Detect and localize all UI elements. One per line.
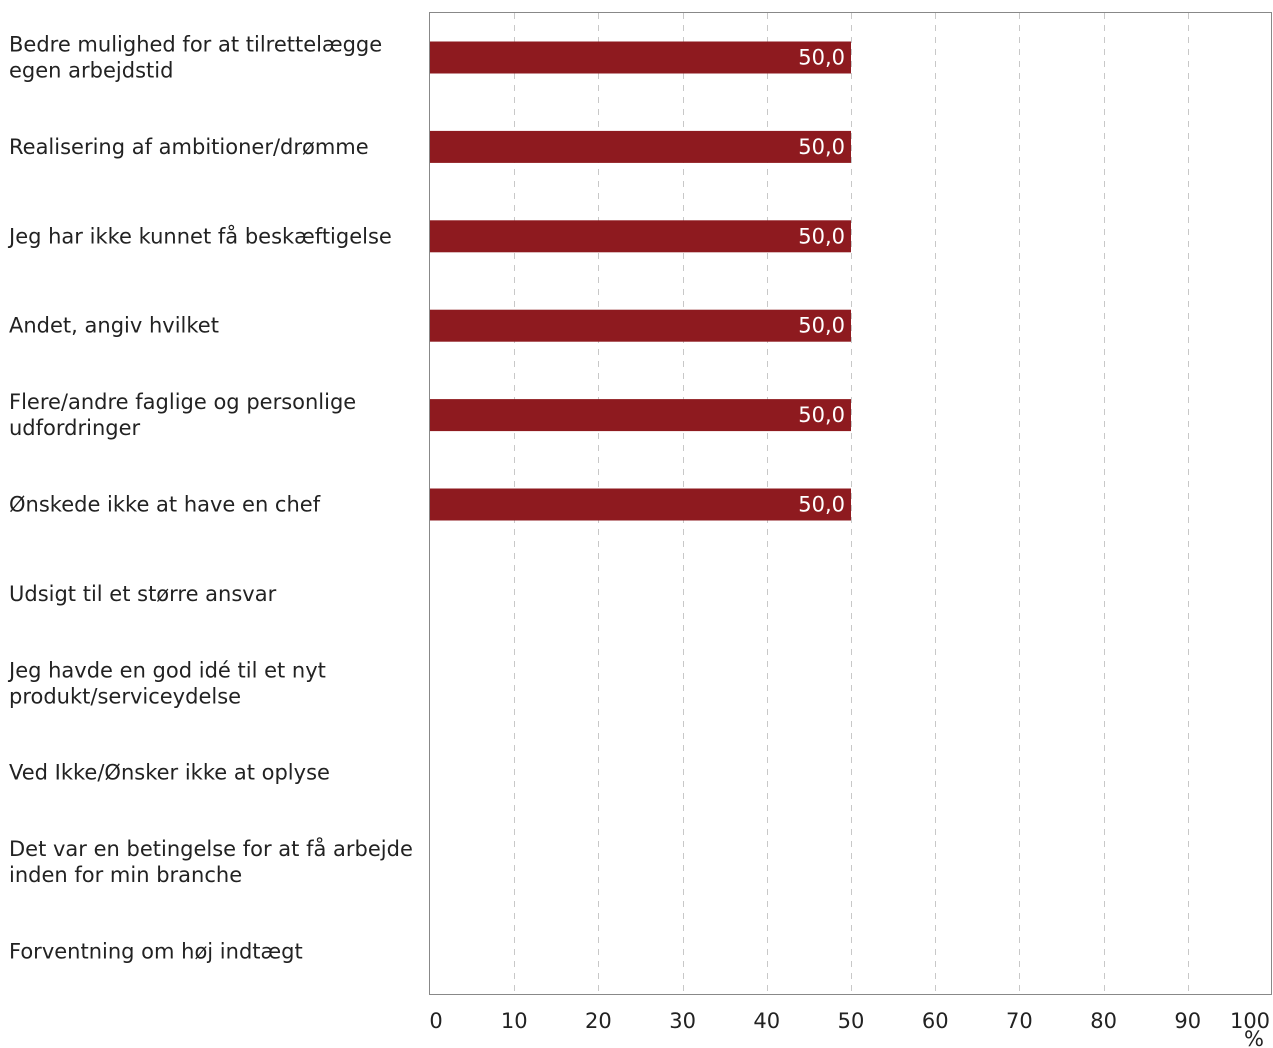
category-label-line: inden for min branche: [9, 863, 242, 887]
x-tick-label-40: 40: [753, 1009, 780, 1033]
category-label-line: Ved Ikke/Ønsker ikke at oplyse: [9, 761, 330, 785]
x-tick-label-50: 50: [838, 1009, 865, 1033]
x-tick-label-70: 70: [1006, 1009, 1033, 1033]
bar-3: [430, 220, 851, 253]
bar-5: [430, 399, 851, 432]
category-label-10: Det var en betingelse for at få arbejde i…: [9, 836, 413, 887]
data-label-3: 50,0: [798, 224, 845, 248]
category-label-line: Det var en betingelse for at få arbejde: [9, 836, 413, 861]
category-label-line: Flere/andre faglige og personlige: [9, 390, 356, 414]
bar-2: [430, 130, 851, 163]
category-label-line: udfordringer: [9, 416, 141, 440]
x-tick-label-90: 90: [1174, 1009, 1201, 1033]
data-label-1: 50,0: [798, 46, 845, 70]
grid-lines: [514, 13, 1189, 994]
category-label-3: Jeg har ikke kunnet få beskæftigelse: [7, 223, 392, 248]
x-tick-label-100: 100: [1230, 1009, 1270, 1033]
category-label-9: Ved Ikke/Ønsker ikke at oplyse: [9, 761, 330, 785]
data-label-6: 50,0: [798, 493, 845, 517]
x-unit-label: %: [1244, 1027, 1264, 1048]
x-tick-label-80: 80: [1090, 1009, 1117, 1033]
x-tick-labels: 0 10 20 30 40 50 60 70 80 90 100: [429, 1009, 1270, 1033]
category-label-line: Jeg har ikke kunnet få beskæftigelse: [7, 223, 392, 248]
data-label-4: 50,0: [798, 314, 845, 338]
category-label-8: Jeg havde en god idé til et nyt produkt/s…: [7, 658, 326, 708]
bar-1: [430, 41, 851, 74]
category-label-line: Realisering af ambitioner/drømme: [9, 135, 369, 159]
category-label-7: Udsigt til et større ansvar: [9, 582, 277, 606]
plot-frame: [429, 12, 1272, 995]
x-tick-label-20: 20: [585, 1009, 612, 1033]
x-tick-label-10: 10: [501, 1009, 528, 1033]
bar-4: [430, 309, 851, 342]
category-label-line: Bedre mulighed for at tilrettelægge: [9, 33, 382, 57]
category-label-5: Flere/andre faglige og personlige udfordr…: [9, 390, 356, 440]
category-label-1: Bedre mulighed for at tilrettelægge egen …: [9, 33, 382, 83]
category-label-line: Jeg havde en god idé til et nyt: [7, 658, 326, 682]
data-label-5: 50,0: [798, 403, 845, 427]
bar-6: [430, 488, 851, 521]
category-label-line: Forventning om høj indtægt: [9, 940, 303, 964]
category-labels: Bedre mulighed for at tilrettelægge egen …: [7, 33, 413, 964]
category-label-line: egen arbejdstid: [9, 59, 173, 83]
category-label-6: Ønskede ikke at have en chef: [9, 493, 321, 517]
bars: 50,0 50,0 50,0 50,0 50,0 50,0: [430, 41, 851, 521]
category-label-11: Forventning om høj indtægt: [9, 940, 303, 964]
category-label-line: Udsigt til et større ansvar: [9, 582, 277, 606]
category-label-line: Andet, angiv hvilket: [9, 314, 219, 338]
category-label-line: produkt/serviceydelse: [9, 684, 241, 708]
category-label-2: Realisering af ambitioner/drømme: [9, 135, 369, 159]
category-label-4: Andet, angiv hvilket: [9, 314, 219, 338]
x-tick-label-60: 60: [922, 1009, 949, 1033]
x-tick-label-30: 30: [669, 1009, 696, 1033]
data-label-2: 50,0: [798, 135, 845, 159]
category-label-line: Ønskede ikke at have en chef: [9, 493, 321, 517]
x-tick-label-0: 0: [429, 1009, 442, 1033]
